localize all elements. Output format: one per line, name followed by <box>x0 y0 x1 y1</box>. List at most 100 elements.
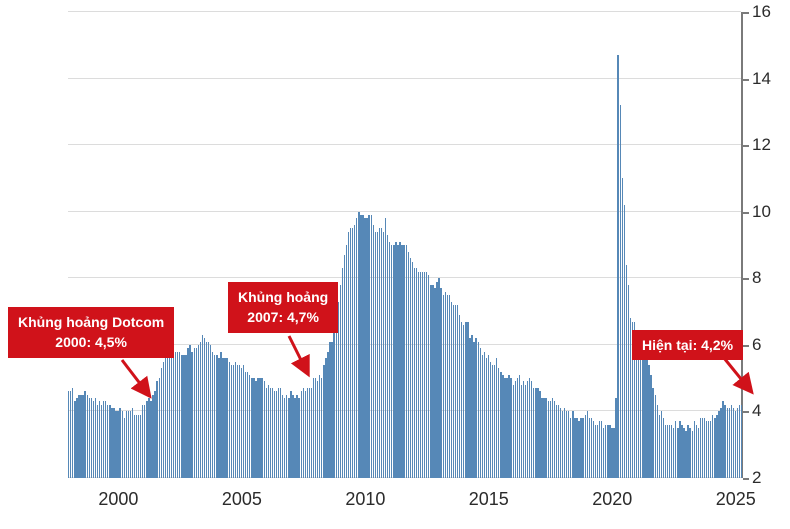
bar <box>306 388 309 478</box>
bar <box>588 418 591 478</box>
bar <box>545 398 547 478</box>
y-tick-label: 10 <box>752 201 771 221</box>
x-tick-label: 2020 <box>592 489 633 509</box>
bar <box>522 381 525 478</box>
bar <box>329 341 331 478</box>
bar <box>168 354 171 478</box>
y-tick-mark <box>743 145 749 148</box>
bar <box>660 411 663 478</box>
y-tick-label: 2 <box>752 468 762 487</box>
bar <box>210 344 212 478</box>
bar <box>687 424 689 478</box>
bar <box>304 391 307 478</box>
y-tick-label: 14 <box>752 68 771 88</box>
bar <box>444 291 446 478</box>
bar <box>187 348 189 478</box>
bar <box>730 404 732 478</box>
y-tick-mark <box>743 278 749 281</box>
bar <box>358 211 360 478</box>
bar <box>592 421 595 478</box>
bar <box>271 388 274 478</box>
bar <box>607 424 609 478</box>
bar <box>555 404 558 478</box>
bar <box>533 388 535 478</box>
bar <box>442 294 444 478</box>
bar <box>450 301 453 478</box>
bar <box>115 411 117 478</box>
bar <box>584 414 586 478</box>
bar <box>88 398 90 478</box>
bar <box>646 348 648 478</box>
bar <box>438 278 440 478</box>
bar <box>738 404 741 478</box>
bar <box>697 428 700 478</box>
bar <box>164 354 167 478</box>
bar <box>236 364 239 478</box>
bar <box>642 341 644 478</box>
bar <box>574 418 576 478</box>
bar <box>740 404 743 478</box>
annotation-dotcom: Khủng hoảng Dotcom 2000: 4,5% <box>8 307 175 358</box>
bar <box>341 268 344 478</box>
bar <box>68 391 70 478</box>
bar <box>504 378 506 478</box>
bar <box>397 245 399 478</box>
bar <box>401 245 403 478</box>
bar <box>117 411 119 478</box>
bar <box>594 424 597 478</box>
bar <box>129 411 132 478</box>
bar <box>675 421 677 478</box>
bar <box>296 394 298 478</box>
bar <box>193 348 195 478</box>
bar <box>512 384 514 478</box>
bar <box>720 408 722 478</box>
bar <box>72 388 74 478</box>
bar <box>736 408 739 478</box>
bar <box>111 408 113 478</box>
bar <box>541 398 543 478</box>
bar <box>421 271 424 478</box>
bar <box>520 384 523 478</box>
bar <box>722 401 724 478</box>
bar <box>650 374 652 478</box>
bar <box>623 205 625 478</box>
bar <box>413 268 416 478</box>
bar <box>259 378 261 478</box>
bar <box>197 344 199 478</box>
bar <box>183 354 185 478</box>
bar <box>249 374 251 478</box>
bar <box>273 391 276 478</box>
bar <box>491 364 494 478</box>
bar <box>419 271 422 478</box>
bar <box>327 351 329 478</box>
bar <box>321 378 323 478</box>
bar <box>339 284 341 478</box>
bar <box>496 358 498 478</box>
bar <box>337 301 339 478</box>
y-axis: 2 4 6 8 10 12 14 16 <box>752 2 788 487</box>
bar <box>386 235 389 478</box>
bar <box>323 364 325 478</box>
bar <box>247 371 249 478</box>
bar <box>156 381 158 478</box>
bar <box>366 218 368 478</box>
bar <box>345 245 348 478</box>
bar <box>86 394 88 478</box>
bar <box>269 388 272 478</box>
bar <box>644 351 646 478</box>
bar <box>561 411 564 478</box>
bar <box>374 231 376 478</box>
bar <box>572 411 574 478</box>
bar <box>426 271 428 478</box>
bar <box>351 228 354 478</box>
bar <box>448 294 451 478</box>
bar <box>471 334 473 478</box>
bar <box>609 424 611 478</box>
bar <box>382 231 385 478</box>
bar <box>92 401 95 478</box>
bar <box>78 394 80 478</box>
bar <box>710 421 712 478</box>
bar <box>251 378 253 478</box>
bar <box>493 364 496 478</box>
bar <box>349 228 352 478</box>
